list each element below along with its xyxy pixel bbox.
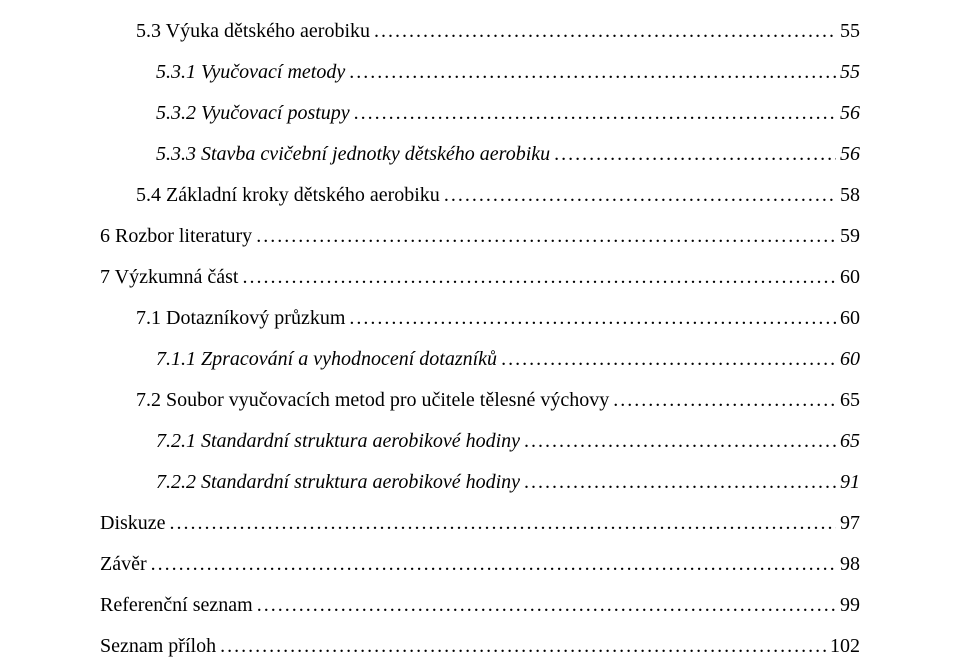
toc-page-number: 58 [836,182,860,209]
toc-leader [253,592,836,619]
toc-leader [239,264,837,291]
toc-leader [609,387,836,414]
toc-label: 7.1.1 Zpracování a vyhodnocení dotazníků [100,346,497,373]
toc-entry: 7.1.1 Zpracování a vyhodnocení dotazníků… [100,346,860,373]
toc-entry: 7.2.1 Standardní struktura aerobikové ho… [100,428,860,455]
toc-leader [350,100,836,127]
toc-label: 7.2.1 Standardní struktura aerobikové ho… [100,428,520,455]
toc-leader [440,182,836,209]
toc-leader [345,59,836,86]
toc-label: Závěr [100,551,147,578]
toc-leader [520,469,836,496]
toc-page-number: 102 [826,633,860,660]
toc-page-number: 56 [836,100,860,127]
toc-entry: 5.3.2 Vyučovací postupy 56 [100,100,860,127]
toc-label: 7.2.2 Standardní struktura aerobikové ho… [100,469,520,496]
toc-leader [252,223,836,250]
toc-entry: 7.2.2 Standardní struktura aerobikové ho… [100,469,860,496]
toc-page-number: 98 [836,551,860,578]
toc-leader [370,18,836,45]
toc-label: Diskuze [100,510,166,537]
toc-label: 7.1 Dotazníkový průzkum [100,305,345,332]
toc-entry: 5.3.1 Vyučovací metody 55 [100,59,860,86]
toc-page-number: 60 [836,305,860,332]
toc-page-number: 60 [836,264,860,291]
toc-entry: 6 Rozbor literatury 59 [100,223,860,250]
toc-page-number: 65 [836,387,860,414]
toc-entry: 5.4 Základní kroky dětského aerobiku 58 [100,182,860,209]
toc-label: 5.4 Základní kroky dětského aerobiku [100,182,440,209]
toc-page: 5.3 Výuka dětského aerobiku555.3.1 Vyučo… [0,0,960,660]
toc-page-number: 56 [836,141,860,168]
toc-page-number: 59 [836,223,860,250]
toc-entry: 7.1 Dotazníkový průzkum 60 [100,305,860,332]
toc-label: 7.2 Soubor vyučovacích metod pro učitele… [100,387,609,414]
toc-leader [497,346,836,373]
toc-label: 5.3.1 Vyučovací metody [100,59,345,86]
toc-leader [166,510,836,537]
toc-entry: 7 Výzkumná část 60 [100,264,860,291]
toc-label: 5.3.3 Stavba cvičební jednotky dětského … [100,141,550,168]
toc-page-number: 65 [836,428,860,455]
toc-label: 5.3 Výuka dětského aerobiku [100,18,370,45]
toc-page-number: 91 [836,469,860,496]
toc-page-number: 55 [836,18,860,45]
toc-label: Seznam příloh [100,633,216,660]
toc-label: 6 Rozbor literatury [100,223,252,250]
toc-entry: Referenční seznam 99 [100,592,860,619]
toc-label: 5.3.2 Vyučovací postupy [100,100,350,127]
toc-page-number: 99 [836,592,860,619]
toc-label: Referenční seznam [100,592,253,619]
toc-page-number: 60 [836,346,860,373]
toc-leader [520,428,836,455]
toc-entry: 5.3.3 Stavba cvičební jednotky dětského … [100,141,860,168]
toc-page-number: 97 [836,510,860,537]
toc-page-number: 55 [836,59,860,86]
toc-leader [550,141,836,168]
toc-entry: 7.2 Soubor vyučovacích metod pro učitele… [100,387,860,414]
toc-entry: Diskuze 97 [100,510,860,537]
toc-leader [216,633,826,660]
toc-leader [345,305,836,332]
toc-list: 5.3 Výuka dětského aerobiku555.3.1 Vyučo… [100,18,860,660]
toc-leader [147,551,836,578]
toc-label: 7 Výzkumná část [100,264,239,291]
toc-entry: Seznam příloh 102 [100,633,860,660]
toc-entry: 5.3 Výuka dětského aerobiku 55 [100,18,860,45]
toc-entry: Závěr 98 [100,551,860,578]
